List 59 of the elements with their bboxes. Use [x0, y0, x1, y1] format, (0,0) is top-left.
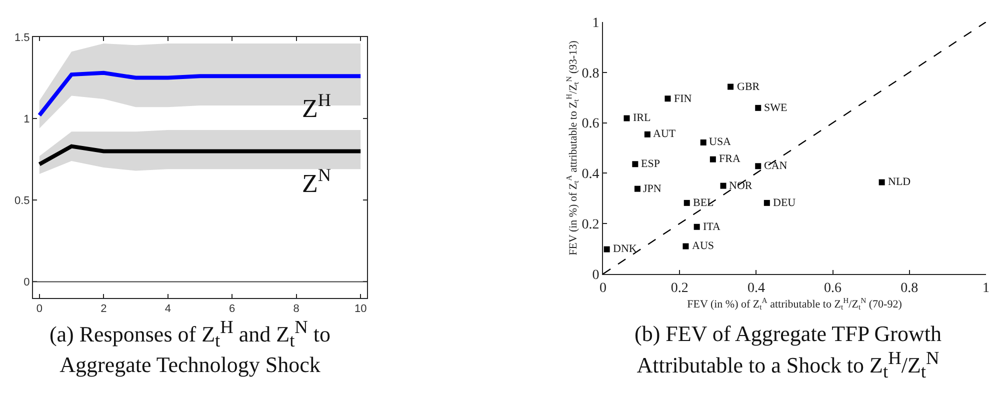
y-tick-label: 1	[592, 16, 600, 31]
x-tick-label: 4	[164, 303, 171, 316]
annotation: CAN	[764, 160, 788, 172]
point	[634, 186, 640, 192]
annotation: ITA	[703, 221, 720, 233]
annotation: SWE	[764, 102, 788, 114]
line-series	[37, 70, 363, 118]
annotation: DEU	[773, 197, 796, 209]
x-tick-label: 0.4	[747, 280, 765, 296]
x-tick-label: 0.8	[900, 280, 918, 296]
annotation: FIN	[674, 93, 692, 105]
x-tick-label: 0.6	[824, 280, 842, 296]
series-label: Z$^{N}$	[302, 165, 332, 198]
annotation: FRA	[719, 153, 740, 165]
point	[664, 96, 671, 102]
y-tick-label: 1.5	[14, 32, 30, 44]
y-tick-label: 0.6	[582, 116, 600, 132]
annotation: DNK	[613, 243, 637, 255]
annotation: NLD	[888, 176, 911, 188]
x-tick-label: 6	[229, 303, 236, 316]
text: FEV (in %) of Z$_{t}$$^{A}$ attributable to Z$_{t}$$^{H}$/Z$_{t}$$^{N}$ (70-92)	[687, 296, 902, 312]
point	[764, 200, 770, 206]
x-tick-label: 0	[36, 303, 42, 316]
point	[624, 115, 630, 122]
y-tick-label: 1	[24, 113, 30, 126]
y-tick-label: 0.8	[582, 66, 600, 82]
x-tick-label: 1	[982, 280, 990, 296]
x-tick-label: 2	[100, 303, 107, 316]
point	[710, 156, 716, 162]
series-label: Z$^{H}$	[302, 90, 332, 123]
x-tick-label: 10	[354, 303, 367, 316]
point	[632, 161, 638, 168]
x-tick-label: 0.2	[670, 280, 688, 296]
point	[694, 224, 700, 230]
annotation: AUS	[692, 240, 714, 252]
point	[728, 84, 734, 90]
y-tick-label: 0.2	[582, 218, 600, 232]
point	[878, 179, 885, 186]
annotation: USA	[709, 136, 732, 148]
y-tick-label: 0.5	[14, 194, 30, 207]
x-tick-label: 8	[293, 303, 300, 316]
point	[720, 182, 726, 189]
annotation: BEL	[693, 197, 714, 209]
annotation: GBR	[737, 81, 760, 93]
annotation: ESP	[641, 158, 660, 170]
annotation: IRL	[633, 112, 651, 124]
point	[684, 200, 690, 206]
annotation: NOR	[729, 180, 753, 192]
point	[755, 104, 762, 111]
point	[604, 246, 610, 252]
point	[755, 163, 762, 170]
point	[700, 139, 706, 146]
y-tick-label: 0	[592, 268, 600, 283]
point	[682, 243, 689, 250]
point	[644, 131, 650, 138]
text: (a) Responses of Z$_{t}$$^{H}$ and Z$_{t}$$^{N}$ to Aggregate Technology Shock	[48, 316, 332, 377]
annotation: AUT	[653, 128, 676, 140]
annotation: JPN	[643, 183, 662, 195]
y-tick-label: 0.4	[582, 167, 600, 182]
